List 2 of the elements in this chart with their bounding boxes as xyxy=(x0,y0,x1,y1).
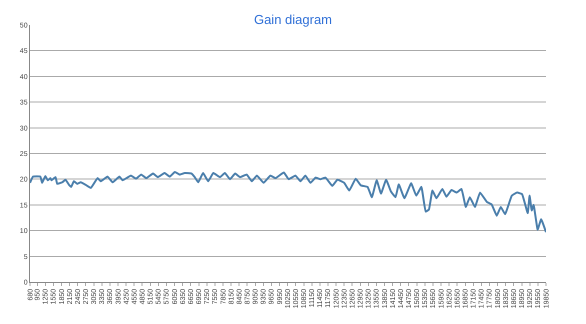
chart-title: Gain diagram xyxy=(254,12,332,27)
line-series xyxy=(30,171,546,234)
